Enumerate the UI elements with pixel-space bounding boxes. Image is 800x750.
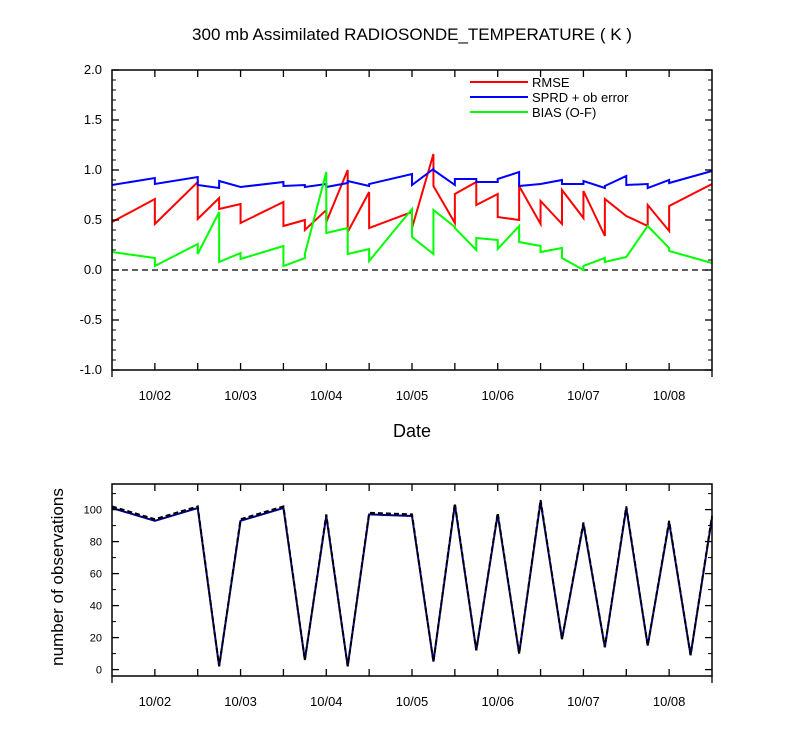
y-tick-label: 100 (84, 505, 102, 517)
y-tick-label: 1.5 (84, 112, 102, 127)
x-tick-label: 10/06 (481, 388, 514, 403)
bottom-panel: number of observations 0 20 40 60 80 100 10/02… (48, 483, 713, 709)
x-tick-label: 10/02 (139, 694, 172, 709)
x-tick-label: 10/08 (653, 694, 686, 709)
x-tick-label: 10/04 (310, 694, 343, 709)
y-tick-label: 80 (90, 537, 102, 549)
top-panel: 300 mb Assimilated RADIOSONDE_TEMPERATUR… (80, 25, 713, 441)
y-tick-label: 0.5 (84, 212, 102, 227)
chart-title: 300 mb Assimilated RADIOSONDE_TEMPERATUR… (192, 25, 632, 44)
legend-label: BIAS (O-F) (532, 105, 596, 120)
x-tick-label: 10/02 (139, 388, 172, 403)
x-tick-label: 10/04 (310, 388, 343, 403)
x-axis-title: Date (393, 421, 431, 441)
y-tick-label: 1.0 (84, 162, 102, 177)
series-line-observations-assimilated (111, 501, 713, 667)
axes-layer: 0 20 40 60 80 100 10/02 10/03 10/04 10/05 10/06 10/… (84, 483, 713, 709)
y-tick-label: 2.0 (84, 62, 102, 77)
series-layer (111, 499, 713, 667)
x-tick-label: 10/05 (396, 388, 429, 403)
y-axis-title: number of observations (48, 488, 67, 666)
series-layer (111, 153, 713, 272)
y-tick-label: 0 (96, 665, 102, 677)
x-tick-label: 10/03 (224, 694, 257, 709)
y-tick-label: 20 (90, 633, 102, 645)
x-tick-label: 10/07 (567, 388, 600, 403)
x-tick-label: 10/07 (567, 694, 600, 709)
plot-frame (111, 483, 713, 677)
x-tick-label: 10/03 (224, 388, 257, 403)
y-tick-label: 60 (90, 569, 102, 581)
x-tick-label: 10/05 (396, 694, 429, 709)
y-tick-label: 40 (90, 601, 102, 613)
series-line-rmse (111, 153, 713, 237)
series-line-bias-o-f- (111, 171, 713, 272)
y-tick-label: 0.0 (84, 262, 102, 277)
y-tick-label: -1.0 (80, 362, 102, 377)
axes-layer: -1.0 -0.5 0.0 0.5 1.0 1.5 2.0 10/02 10/03 10/04 10… (80, 62, 713, 403)
x-tick-label: 10/06 (481, 694, 514, 709)
series-line-sprd-ob-error (111, 167, 713, 190)
y-tick-label: -0.5 (80, 312, 102, 327)
legend-label: RMSE (532, 75, 570, 90)
series-line-observations-total (111, 499, 713, 667)
x-tick-label: 10/08 (653, 388, 686, 403)
legend-label: SPRD + ob error (532, 90, 629, 105)
